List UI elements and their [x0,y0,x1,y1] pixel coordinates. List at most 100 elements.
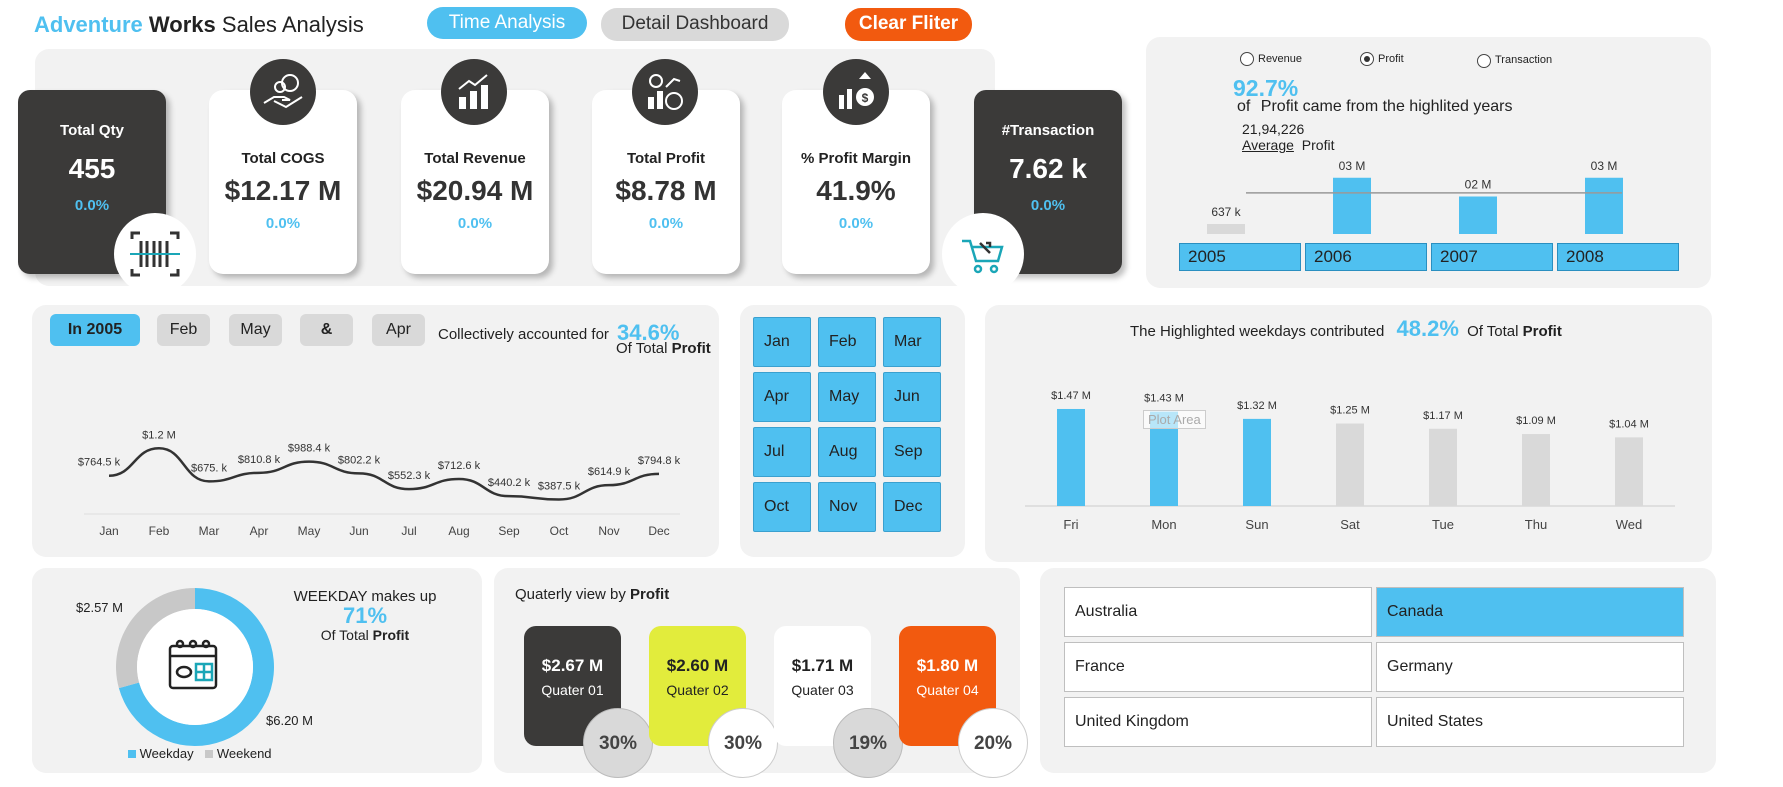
weekday-data-label: $1.25 M [1330,405,1370,417]
weekday-text-after: Of Total [1467,323,1519,340]
title-sales-analysis: Sales Analysis [221,12,364,37]
country-france[interactable]: France [1064,642,1372,692]
year-caption-text: Profit came from the highlited years [1260,98,1513,115]
pill-may[interactable]: May [229,314,282,346]
detail-dashboard-button[interactable]: Detail Dashboard [601,8,789,41]
year-slicer-2008[interactable]: 2008 [1557,243,1679,271]
year-slicer-2006[interactable]: 2006 [1305,243,1427,271]
weekday-bar-thu [1522,434,1550,506]
quarter-value: $2.67 M [541,656,604,675]
month-data-label: $1.2 M [142,429,176,441]
calendar-icon [164,636,222,699]
legend-weekend-swatch [205,750,214,758]
radio-profit[interactable] [1360,52,1374,66]
pill-feb[interactable]: Feb [157,314,210,346]
month-tick-label: Sep [498,524,520,538]
year-avg-line: Average Profit [1242,137,1334,153]
donut-pct: 71% [342,603,388,628]
month-tick-label: Oct [550,524,569,538]
time-analysis-button[interactable]: Time Analysis [427,7,587,39]
quarter-title-text: Quaterly view by [515,586,626,603]
kpi-cogs-value: $12.17 M [224,175,342,206]
weekday-tick-label: Tue [1432,517,1454,532]
kpi-transaction-value: 7.62 k [1009,153,1087,184]
clear-filter-button[interactable]: Clear Fliter [845,8,972,41]
month-dec[interactable]: Dec [883,482,941,532]
kpi-revenue-title: Total Revenue [424,150,526,167]
quarter-label: Quater 01 [541,682,604,698]
radio-profit-dot [1364,56,1370,62]
country-germany[interactable]: Germany [1376,642,1684,692]
month-oct[interactable]: Oct [753,482,811,532]
month-aug[interactable]: Aug [818,427,876,477]
weekday-data-label: $1.09 M [1516,415,1556,427]
year-slicer-2007[interactable]: 2007 [1431,243,1553,271]
country-canada[interactable]: Canada [1376,587,1684,637]
weekday-bar-chart: $1.47 M Fri $1.43 M Mon $1.32 M Sun $1.25 M Sat… [1025,390,1675,532]
quarter-title-metric: Profit [630,586,670,603]
year-caption: of Profit came from the highlited years [1237,98,1512,116]
year-big-pct: 92.7% [1233,75,1299,101]
country-united-kingdom[interactable]: United Kingdom [1064,697,1372,747]
quarter-pct-circle: 20% [958,708,1028,778]
title-adventure: Adventure [34,12,143,37]
quarter-value: $2.60 M [666,656,729,675]
quarter-pct-circle: 30% [708,708,778,778]
month-feb[interactable]: Feb [818,317,876,367]
weekday-data-label: $1.04 M [1609,418,1649,430]
pill-in-2005[interactable]: In 2005 [50,314,140,346]
month-nov[interactable]: Nov [818,482,876,532]
pill-apr[interactable]: Apr [372,314,425,346]
legend-weekday-swatch [128,750,136,758]
dashboard-title: Adventure Works Sales Analysis [34,12,364,38]
weekday-data-label: $1.43 M [1144,393,1184,405]
year-avg-value: 21,94,226 [1242,121,1305,137]
weekday-tick-label: Fri [1063,517,1078,532]
month-sep[interactable]: Sep [883,427,941,477]
quarter-card-4: $1.80 M Quater 04 [899,626,996,746]
kpi-profit-pct: 0.0% [648,215,684,232]
kpi-revenue-value: $20.94 M [416,175,534,206]
donut-line3: Of Total [320,627,369,643]
month-tick-label: Aug [448,524,469,538]
weekday-text-before: The Highlighted weekdays contributed [1130,323,1385,340]
pill-ampersand[interactable]: & [300,314,353,346]
of-total-metric: Profit [671,340,711,357]
month-profit-line [108,447,660,501]
month-tick-label: May [298,524,321,538]
month-line-chart: $764.5 k Jan $1.2 M Feb $675. k Mar $810.8 k Ap… [78,429,681,538]
month-jul[interactable]: Jul [753,427,811,477]
profit-coins-icon [632,59,698,125]
quarter-pct-circle: 19% [833,708,903,778]
month-data-label: $675. k [191,462,228,474]
shopping-cart-icon [942,213,1024,295]
radio-transaction-label: Transaction [1495,54,1553,66]
kpi-profit-value: $8.78 M [615,175,717,206]
month-jan[interactable]: Jan [753,317,811,367]
month-tick-label: Mar [199,524,220,538]
month-tick-label: Dec [648,524,669,538]
legend-weekend-label: Weekend [216,746,272,761]
collective-text: Collectively accounted for [438,326,609,343]
year-slicer-2005[interactable]: 2005 [1179,243,1301,271]
country-united-states[interactable]: United States [1376,697,1684,747]
month-mar[interactable]: Mar [883,317,941,367]
month-may[interactable]: May [818,372,876,422]
weekday-bar-tue [1429,428,1457,506]
year-bar-2005 [1207,224,1245,234]
radio-revenue-label: Revenue [1258,53,1303,65]
quarter-card-1: $2.67 M Quater 01 [524,626,621,746]
kpi-transaction-pct: 0.0% [1030,197,1066,214]
weekday-heading: The Highlighted weekdays contributed 48.… [1130,316,1562,342]
month-jun[interactable]: Jun [883,372,941,422]
weekday-metric: Profit [1522,323,1562,340]
growth-chart-icon [441,59,507,125]
country-australia[interactable]: Australia [1064,587,1372,637]
quarter-value: $1.80 M [916,656,979,675]
month-apr[interactable]: Apr [753,372,811,422]
donut-weekend-value: $2.57 M [76,600,123,615]
month-tick-label: Jul [401,524,416,538]
radio-transaction[interactable] [1477,54,1491,68]
radio-profit-label: Profit [1378,53,1404,65]
radio-revenue[interactable] [1240,52,1254,66]
